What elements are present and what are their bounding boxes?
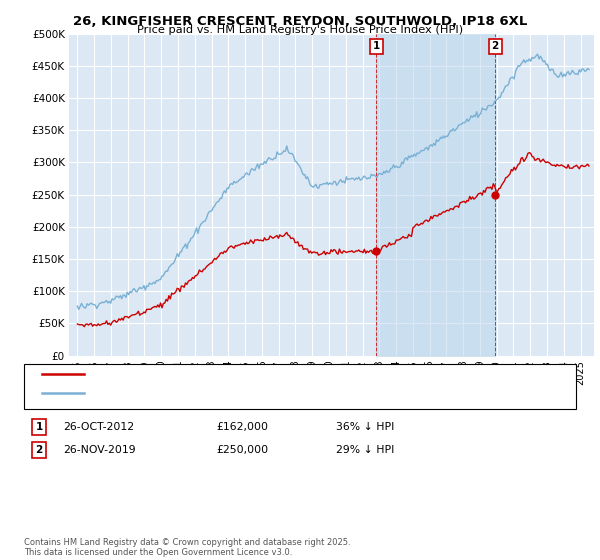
Text: 36% ↓ HPI: 36% ↓ HPI bbox=[336, 422, 394, 432]
Text: 1: 1 bbox=[373, 41, 380, 52]
Text: £162,000: £162,000 bbox=[216, 422, 268, 432]
Text: 26-OCT-2012: 26-OCT-2012 bbox=[63, 422, 134, 432]
Text: 29% ↓ HPI: 29% ↓ HPI bbox=[336, 445, 394, 455]
Text: 2: 2 bbox=[491, 41, 499, 52]
Text: £250,000: £250,000 bbox=[216, 445, 268, 455]
Text: 1: 1 bbox=[35, 422, 43, 432]
Text: 26, KINGFISHER CRESCENT, REYDON, SOUTHWOLD, IP18 6XL (detached house): 26, KINGFISHER CRESCENT, REYDON, SOUTHWO… bbox=[93, 368, 506, 379]
Text: 26-NOV-2019: 26-NOV-2019 bbox=[63, 445, 136, 455]
Text: 2: 2 bbox=[35, 445, 43, 455]
Text: 26, KINGFISHER CRESCENT, REYDON, SOUTHWOLD, IP18 6XL: 26, KINGFISHER CRESCENT, REYDON, SOUTHWO… bbox=[73, 15, 527, 27]
Text: HPI: Average price, detached house, East Suffolk: HPI: Average price, detached house, East… bbox=[93, 388, 348, 398]
Text: Price paid vs. HM Land Registry's House Price Index (HPI): Price paid vs. HM Land Registry's House … bbox=[137, 25, 463, 35]
Text: Contains HM Land Registry data © Crown copyright and database right 2025.
This d: Contains HM Land Registry data © Crown c… bbox=[24, 538, 350, 557]
Bar bbox=[376, 34, 495, 356]
